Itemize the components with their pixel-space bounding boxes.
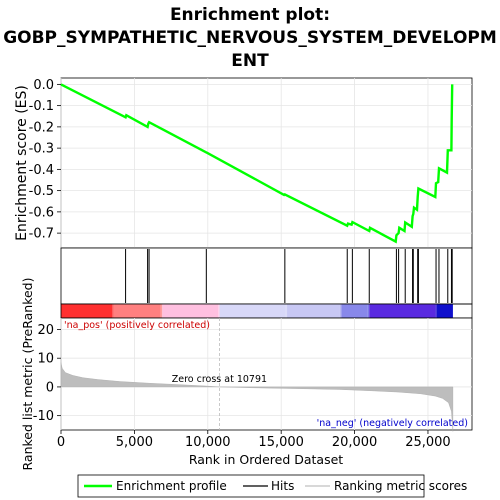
rank-y-tick-label: -10 (33, 409, 54, 424)
color-bar-segment (367, 304, 370, 318)
negative-correlation-label: 'na_neg' (negatively correlated) (317, 418, 468, 429)
color-bar-segment (341, 304, 368, 318)
hits-panel (60, 247, 473, 305)
ranking-metric-area (60, 362, 454, 432)
title-line-2: GOBP_SYMPATHETIC_NERVOUS_SYSTEM_DEVELOPM (3, 28, 497, 48)
legend-hits-label: Hits (271, 479, 294, 493)
es-y-axis-label: Enrichment score (ES) (14, 85, 30, 241)
enrichment-profile-line (60, 83, 454, 244)
rank-y-tick-label: 10 (37, 352, 54, 367)
x-tick-label: 10,000 (185, 435, 231, 450)
color-bar-segment (113, 304, 161, 318)
color-bar-segment (162, 304, 219, 318)
es-y-tick-label: -0.4 (29, 163, 54, 178)
x-tick-label: 20,000 (332, 435, 378, 450)
title-line-1: Enrichment plot: (170, 5, 330, 25)
rank-y-tick-label: 0 (46, 380, 54, 395)
legend-ranking-label: Ranking metric scores (334, 479, 467, 493)
rank-x-axis-label: Rank in Ordered Dataset (189, 452, 343, 467)
ranking-color-bar (61, 304, 453, 318)
color-bar-segment (435, 304, 437, 318)
rank-x-ticks: 0 5,000 10,000 15,000 20,000 25,000 (57, 430, 451, 450)
x-tick-label: 0 (57, 435, 65, 450)
color-bar-segment (369, 304, 436, 318)
es-gridlines (60, 78, 472, 248)
positive-correlation-label: 'na_pos' (positively correlated) (64, 320, 210, 331)
title-line-3: ENT (231, 51, 269, 71)
color-bar-segment (287, 304, 340, 318)
legend-enrichment-label: Enrichment profile (116, 479, 227, 493)
es-y-tick-label: -0.7 (29, 227, 54, 242)
color-bar-segment (160, 304, 163, 318)
rank-y-tick-label: 20 (37, 323, 54, 338)
es-y-tick-label: -0.1 (29, 99, 54, 114)
es-y-tick-label: -0.2 (29, 120, 54, 135)
chart-title: Enrichment plot: GOBP_SYMPATHETIC_NERVOU… (3, 5, 497, 71)
es-y-tick-label: -0.3 (29, 142, 54, 157)
rank-metric-panel (60, 317, 473, 431)
es-y-tick-label: 0.0 (33, 78, 54, 93)
color-bar-segment (61, 304, 113, 318)
x-tick-label: 25,000 (405, 435, 451, 450)
zero-cross-label: Zero cross at 10791 (172, 374, 267, 385)
color-bar-segment (219, 304, 286, 318)
es-y-tick-label: -0.6 (29, 205, 54, 220)
es-panel (60, 77, 473, 249)
color-bar-segment (436, 304, 453, 318)
es-y-tick-label: -0.5 (29, 184, 54, 199)
x-tick-label: 15,000 (258, 435, 304, 450)
es-y-ticks: 0.0 -0.1 -0.2 -0.3 -0.4 -0.5 -0.6 -0.7 (29, 78, 61, 242)
legend: Enrichment profile Hits Ranking metric s… (77, 474, 467, 498)
x-tick-label: 5,000 (116, 435, 153, 450)
color-bar-segment (285, 304, 288, 318)
rank-y-ticks: 20 10 0 -10 (33, 323, 61, 424)
color-bar-segment (112, 304, 114, 318)
rank-y-axis-label: Ranked list metric (PreRanked) (20, 278, 35, 471)
hit-markers (125, 249, 453, 303)
color-bar-segment (339, 304, 342, 318)
color-bar-segment (218, 304, 220, 318)
